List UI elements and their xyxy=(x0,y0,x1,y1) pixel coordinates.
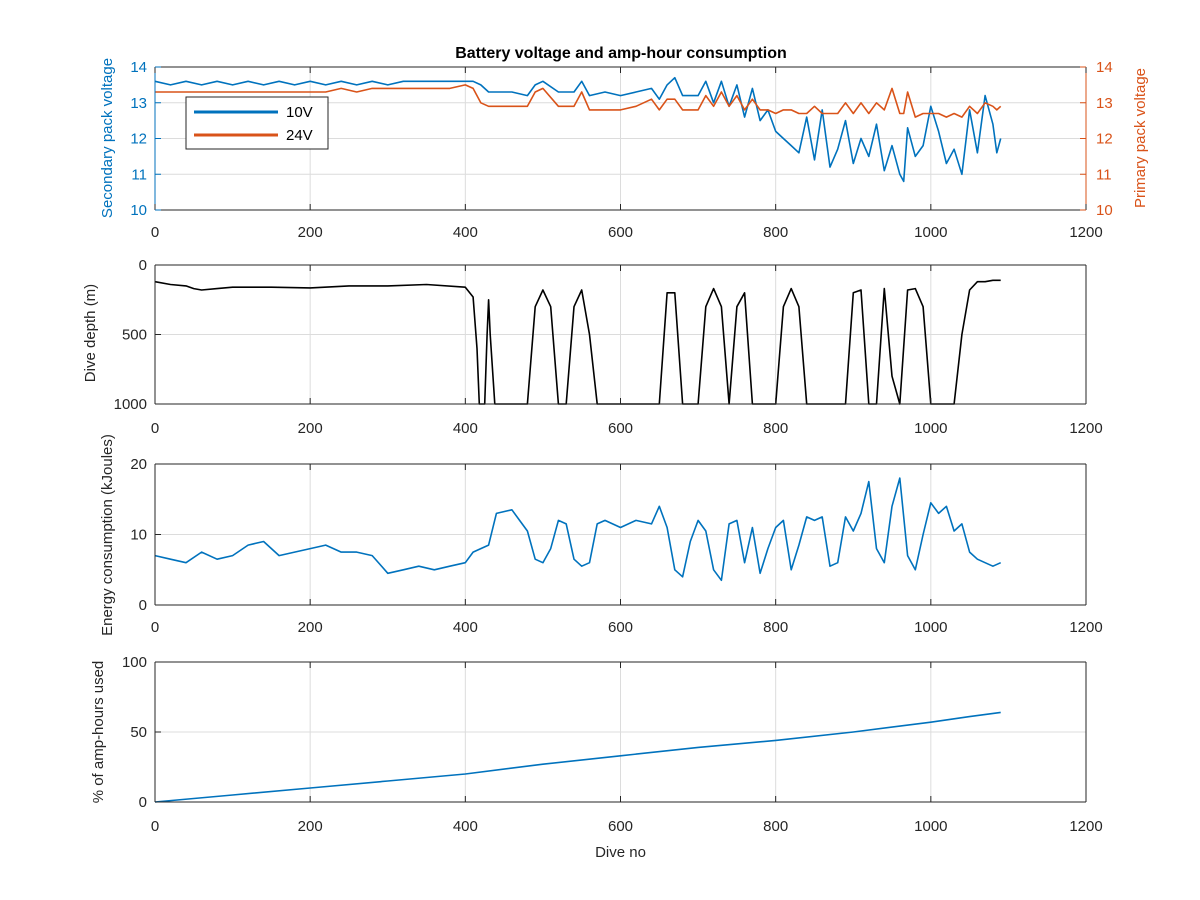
y2-tick-label: 11 xyxy=(1096,166,1112,183)
legend-label-24V: 24V xyxy=(286,127,313,144)
x-tick-label: 0 xyxy=(151,818,159,835)
x-tick-label: 1200 xyxy=(1069,619,1102,636)
x-tick-label: 400 xyxy=(453,619,478,636)
x-tick-label: 800 xyxy=(763,818,788,835)
x-tick-label: 200 xyxy=(298,420,323,437)
y-tick-label: 0 xyxy=(139,794,147,811)
series-line-24V xyxy=(155,84,1002,118)
x-tick-label: 600 xyxy=(608,818,633,835)
x-tick-label: 800 xyxy=(763,420,788,437)
x-tick-label: 600 xyxy=(608,619,633,636)
y-axis-label: % of amp-hours used xyxy=(90,661,107,804)
y-tick-label: 1000 xyxy=(114,396,147,413)
x-tick-label: 800 xyxy=(763,224,788,241)
x-tick-label: 800 xyxy=(763,619,788,636)
x-tick-label: 0 xyxy=(151,420,159,437)
x-axis-label: Dive no xyxy=(595,844,646,861)
grid-lines xyxy=(155,464,1086,605)
subplot-1: 0 200 400 600 800 1000 1200 10 11 12 13 14 10 11 12 13 1… xyxy=(99,58,1149,241)
y2-tick-label: 10 xyxy=(1096,202,1113,219)
subplot-2: 0 200 400 600 800 1000 1200 0 500 1000 Dive depth … xyxy=(82,257,1103,437)
x-tick-label: 400 xyxy=(453,420,478,437)
x-tick-label: 1000 xyxy=(914,224,947,241)
x-tick-label: 0 xyxy=(151,224,159,241)
y-tick-label: 0 xyxy=(139,257,147,274)
y-tick-label: 14 xyxy=(130,59,147,76)
x-tick-label: 600 xyxy=(608,420,633,437)
y2-tick-label: 14 xyxy=(1096,59,1113,76)
legend-box xyxy=(185,96,329,150)
y-tick-label: 11 xyxy=(131,166,147,183)
x-tick-label: 400 xyxy=(453,818,478,835)
x-tick-label: 0 xyxy=(151,619,159,636)
x-tick-label: 1000 xyxy=(914,619,947,636)
x-tick-label: 200 xyxy=(298,818,323,835)
x-tick-label: 200 xyxy=(298,619,323,636)
y-tick-label: 50 xyxy=(130,724,147,741)
x-tick-label: 1000 xyxy=(914,420,947,437)
x-tick-label: 600 xyxy=(608,224,633,241)
y-axis-label: Dive depth (m) xyxy=(82,284,99,382)
x-tick-label: 1000 xyxy=(914,818,947,835)
y-tick-label: 10 xyxy=(130,202,147,219)
subplot-3: 0 200 400 600 800 1000 1200 0 10 20 Energy consump… xyxy=(99,434,1103,636)
y-tick-label: 0 xyxy=(139,597,147,614)
grid-lines xyxy=(155,662,1086,802)
y-tick-label: 500 xyxy=(122,327,147,344)
y2-tick-label: 12 xyxy=(1096,131,1113,148)
series-line xyxy=(154,477,1002,582)
y-tick-label: 100 xyxy=(122,654,147,671)
x-tick-label: 400 xyxy=(453,224,478,241)
x-tick-label: 1200 xyxy=(1069,224,1102,241)
y-axis-label: Secondary pack voltage xyxy=(99,58,116,218)
y-tick-label: 10 xyxy=(130,527,147,544)
subplots: 0 200 400 600 800 1000 12001011121314101112131… xyxy=(82,58,1149,861)
series-line-10V xyxy=(154,76,1002,183)
y-axis-label: Energy consumption (kJoules) xyxy=(99,434,116,636)
x-tick-label: 1200 xyxy=(1069,420,1102,437)
y2-tick-label: 13 xyxy=(1096,95,1113,112)
series-line xyxy=(154,711,1001,803)
y-tick-label: 20 xyxy=(130,456,147,473)
figure-title: Battery voltage and amp-hour consumption xyxy=(455,45,787,62)
subplot-4: 0 200 400 600 800 1000 1200 0 50 100 % of amp-hour… xyxy=(90,654,1103,861)
x-tick-label: 200 xyxy=(298,224,323,241)
y-tick-label: 12 xyxy=(130,131,147,148)
y-tick-label: 13 xyxy=(130,95,147,112)
legend-label-10V: 10V xyxy=(286,104,313,121)
y2-axis-label: Primary pack voltage xyxy=(1132,68,1149,208)
x-tick-label: 1200 xyxy=(1069,818,1102,835)
